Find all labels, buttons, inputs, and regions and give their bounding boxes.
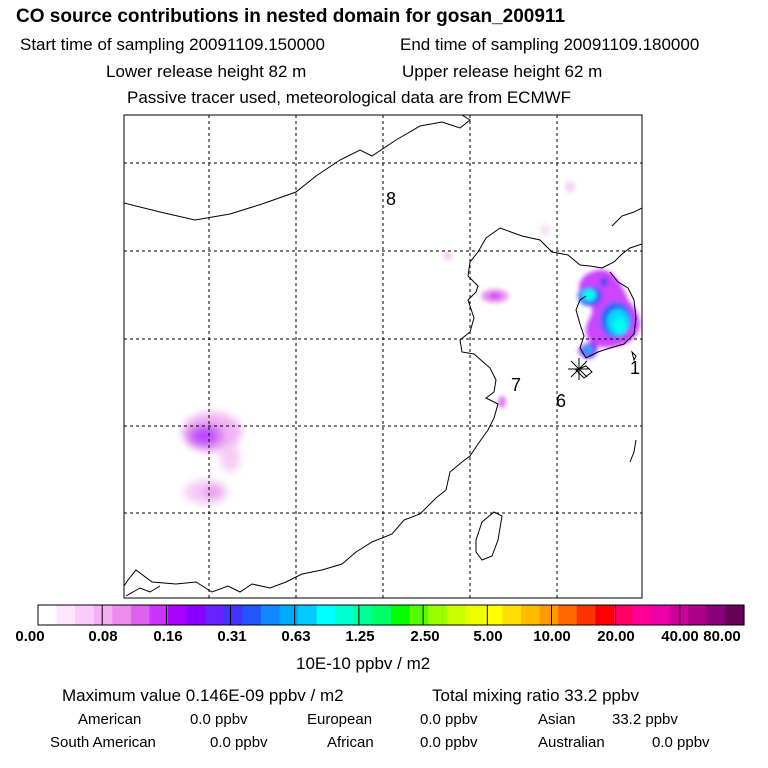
label-asian: Asian [538,711,576,728]
value-american: 0.0 ppbv [190,711,248,728]
colorbar-swatch [502,605,522,625]
map-frame [123,114,643,599]
label-american: American [78,711,142,728]
colorbar-swatch [205,605,225,625]
upper-release-height: Upper release height 62 m [402,62,603,81]
tracer-note: Passive tracer used, meteorological data… [127,88,572,107]
colorbar-swatch [279,605,299,625]
end-time: End time of sampling 20091109.180000 [400,35,700,54]
colorbar-swatch [595,605,615,625]
colorbar-swatch [168,605,188,625]
colorbar-swatch [669,605,689,625]
colorbar-tick-label: 10.00 [533,628,571,645]
value-asian: 33.2 ppbv [612,711,678,728]
label-south-american: South American [50,734,156,751]
colorbar-swatch [409,605,429,625]
map-area [124,115,642,597]
colorbar-swatch [335,605,355,625]
colorbar-swatch [576,605,596,625]
total-mixing-ratio: Total mixing ratio 33.2 ppbv [432,686,639,705]
chart-title: CO source contributions in nested domain… [16,6,566,27]
colorbar-swatch [651,605,671,625]
colorbar-swatch [75,605,95,625]
region-label-8: 8 [386,189,396,209]
plume-central-china [182,412,242,472]
colorbar-swatch [316,605,336,625]
region-label-7: 7 [511,375,521,395]
value-african: 0.0 ppbv [420,734,478,751]
colorbar-swatch [391,605,411,625]
colorbar-swatch [483,605,504,625]
colorbar-swatch [446,605,466,625]
region-label-1: 1 [630,358,640,378]
max-value: Maximum value 0.146E-09 ppbv / m2 [62,686,344,705]
colorbar-swatch [223,605,243,625]
label-australian: Australian [538,734,605,751]
colorbar-swatch [242,605,262,625]
colorbar-frame [37,604,745,626]
colorbar-tick-label: 80.00 [703,628,741,645]
plume-minor-north [444,181,575,260]
value-european: 0.0 ppbv [420,711,478,728]
colorbar-swatch [149,605,169,625]
colorbar-swatch [353,605,374,625]
colorbar-swatch [186,605,206,625]
colorbar-swatch [260,605,281,625]
colorbar-swatch [298,605,318,625]
colorbar-swatch [521,605,541,625]
start-time: Start time of sampling 20091109.150000 [20,35,325,54]
value-australian: 0.0 ppbv [652,734,710,751]
colorbar-swatch [38,605,58,625]
colorbar-tick-label: 0.16 [153,628,183,645]
colorbar-ticks [101,605,681,625]
colorbar-tick-label: 2.50 [410,628,440,645]
plume-central-china-south [184,480,228,504]
colorbar-tick-label: 40.00 [661,628,699,645]
plume-shanghai [498,396,506,408]
label-african: African [327,734,374,751]
colorbar-swatch [112,605,132,625]
colorbar-swatch [688,605,708,625]
colorbar-tick-label: 0.00 [15,628,45,645]
colorbar-tick-label: 0.08 [88,628,118,645]
colorbar-swatch [130,605,151,625]
colorbar [38,605,745,625]
colorbar-swatch [372,605,392,625]
colorbar-tick-label: 0.31 [217,628,247,645]
colorbar-unit: 10E-10 ppbv / m2 [296,654,431,673]
receptor-marker [568,358,590,380]
colorbar-swatch [632,605,652,625]
colorbar-swatch [93,605,113,625]
colorbar-swatch [539,605,559,625]
colorbar-swatch [465,605,485,625]
plume-korea [578,269,640,359]
lower-release-height: Lower release height 82 m [106,62,307,81]
colorbar-tick-label: 20.00 [597,628,635,645]
colorbar-swatch [613,605,634,625]
colorbar-swatch [56,605,76,625]
colorbar-swatch [725,605,745,625]
colorbar-swatch [558,605,578,625]
plume-beijing-tianjin [481,289,509,303]
colorbar-tick-label: 1.25 [345,628,375,645]
coastlines [124,115,642,597]
grid [124,115,642,598]
value-south-american: 0.0 ppbv [210,734,268,751]
label-european: European [307,711,373,728]
colorbar-swatch [706,605,727,625]
colorbar-swatch [428,605,448,625]
colorbar-tick-label: 0.63 [281,628,311,645]
colorbar-tick-label: 5.00 [473,628,503,645]
region-label-6: 6 [556,391,566,411]
